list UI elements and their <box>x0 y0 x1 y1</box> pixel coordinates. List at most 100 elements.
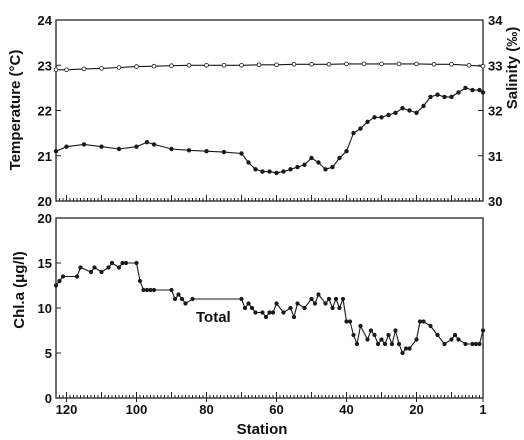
chl-point-27 <box>246 301 251 306</box>
temperature-point-40 <box>435 92 440 97</box>
temperature-point-43 <box>456 90 461 95</box>
chl-point-75 <box>456 337 461 342</box>
chl-point-57 <box>375 341 381 347</box>
chl-point-43 <box>323 301 328 306</box>
chl-point-16 <box>144 287 150 293</box>
temp-tick-label-1: 21 <box>38 149 52 164</box>
chl-point-20 <box>172 296 178 302</box>
temperature-point-46 <box>477 87 482 93</box>
chl-point-25 <box>239 296 244 302</box>
temperature-point-27 <box>344 148 349 154</box>
temperature-point-3 <box>99 144 104 149</box>
temperature-point-32 <box>379 115 384 120</box>
chl-point-38 <box>295 301 300 306</box>
chl-point-39 <box>302 305 307 311</box>
salinity-point-12 <box>256 62 262 68</box>
chl-point-79 <box>477 341 482 347</box>
chl-point-35 <box>281 310 286 315</box>
temperature-point-8 <box>169 146 174 152</box>
chl-point-10 <box>116 265 122 270</box>
temp-tick-label-4: 24 <box>38 13 53 28</box>
chl-point-67 <box>414 337 419 342</box>
salinity-point-18 <box>361 61 367 67</box>
salinity-axis-label: Salinity (‰) <box>504 27 521 110</box>
temperature-point-1 <box>64 144 69 149</box>
temperature-point-5 <box>134 144 139 149</box>
chl-point-9 <box>109 260 115 266</box>
salinity-point-5 <box>134 64 139 69</box>
chl-point-72 <box>442 341 447 347</box>
temperature-point-24 <box>323 167 328 172</box>
temperature-point-42 <box>449 94 454 100</box>
salinity-point-19 <box>379 61 384 67</box>
chl-point-58 <box>379 337 384 342</box>
chl-point-56 <box>372 332 377 338</box>
chl-point-2 <box>60 274 66 279</box>
temperature-point-9 <box>186 148 192 153</box>
temperature-point-17 <box>274 170 279 176</box>
chl-point-18 <box>151 287 157 293</box>
chl-point-51 <box>351 332 356 338</box>
chl-point-44 <box>326 296 332 302</box>
station-tick-label-0: 120 <box>56 402 78 417</box>
salinity-point-3 <box>99 66 104 71</box>
chl-point-37 <box>291 314 297 320</box>
temperature-point-22 <box>309 155 314 161</box>
chl-point-64 <box>400 350 405 356</box>
temperature-point-10 <box>204 148 209 154</box>
top-series-layer <box>53 61 486 176</box>
chl-point-65 <box>403 346 409 351</box>
chl-point-34 <box>274 301 279 306</box>
top-axis-ticks: 20 21 22 23 24 30 31 32 33 34 <box>38 13 504 209</box>
temperature-point-11 <box>221 149 227 155</box>
temperature-point-14 <box>253 167 258 172</box>
chl-point-36 <box>288 305 293 311</box>
chl-point-63 <box>396 341 402 347</box>
chl-point-66 <box>407 346 412 351</box>
chl-point-1 <box>57 278 62 284</box>
salinity-point-6 <box>151 63 157 69</box>
chl-point-62 <box>393 328 398 333</box>
chl-point-73 <box>449 337 454 342</box>
temperature-point-30 <box>365 119 370 124</box>
chl-point-53 <box>358 323 363 329</box>
chl-point-4 <box>78 265 83 270</box>
total-annotation: Total <box>196 309 231 326</box>
station-axis-label: Station <box>237 421 288 438</box>
temperature-point-28 <box>351 130 356 136</box>
chl-point-13 <box>134 260 139 266</box>
salinity-line <box>56 63 484 71</box>
top-panel: 20 21 22 23 24 30 31 32 33 34 Temperature (°C) Sa… <box>7 13 521 209</box>
temperature-point-35 <box>400 105 405 111</box>
temperature-point-2 <box>81 142 87 147</box>
chl-point-60 <box>386 332 391 338</box>
chl-point-6 <box>92 265 97 270</box>
temperature-point-23 <box>316 160 321 165</box>
temperature-line <box>55 87 484 174</box>
temperature-point-33 <box>386 112 391 118</box>
temperature-point-16 <box>267 169 272 174</box>
chl-point-12 <box>123 260 129 266</box>
chl-point-8 <box>106 265 111 270</box>
salinity-point-9 <box>204 63 209 68</box>
temperature-point-6 <box>144 139 150 145</box>
chl-point-55 <box>368 328 374 333</box>
chl-point-32 <box>267 310 272 315</box>
salinity-point-14 <box>291 62 297 67</box>
salinity-point-1 <box>64 67 69 73</box>
salinity-point-15 <box>309 62 314 67</box>
chl-axis-label: Chl.a (μg/l) <box>11 251 28 329</box>
chl-point-21 <box>176 292 181 297</box>
chl-point-30 <box>260 310 265 315</box>
chl-point-49 <box>344 319 349 324</box>
temperature-point-15 <box>260 169 265 174</box>
chl-point-22 <box>179 296 185 302</box>
salinity-point-8 <box>186 63 192 68</box>
temperature-point-34 <box>393 110 398 115</box>
salinity-point-0 <box>53 67 59 73</box>
sal-tick-label-1: 31 <box>488 149 502 164</box>
chl-point-17 <box>148 287 153 293</box>
sal-tick-label-2: 32 <box>488 104 502 119</box>
chl-point-69 <box>421 319 426 324</box>
